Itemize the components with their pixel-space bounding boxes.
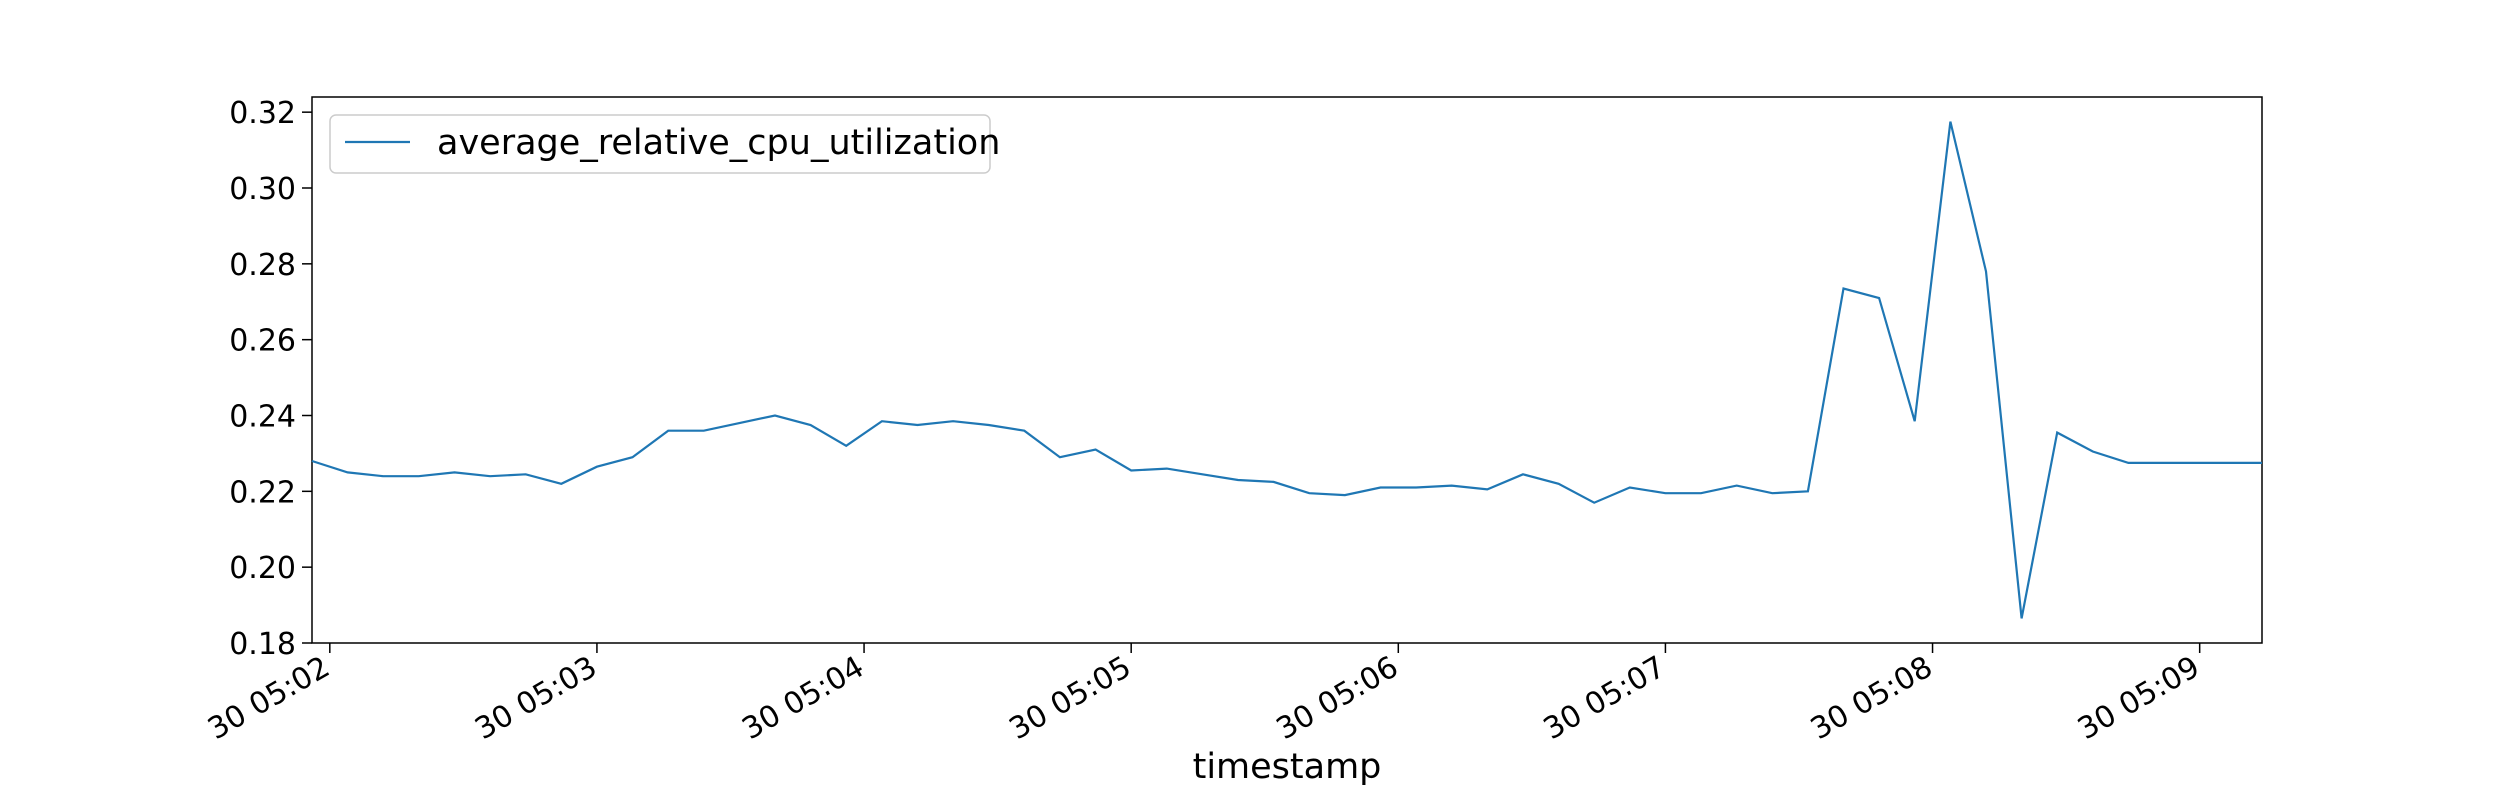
legend: average_relative_cpu_utilization	[329, 114, 1000, 174]
y-tick-label: 0.24	[229, 400, 296, 435]
y-tick-label: 0.26	[229, 324, 296, 359]
legend-box	[329, 114, 991, 174]
legend-label: average_relative_cpu_utilization	[437, 123, 1000, 163]
x-tick-label: 30 05:05	[1003, 650, 1137, 747]
series-line	[311, 121, 2262, 619]
x-tick-label: 30 05:08	[1805, 650, 1939, 747]
y-axis: 0.18 0.20 0.22 0.24 0.26 0.28 0.30 0.32	[229, 96, 312, 662]
plot-frame	[311, 96, 2263, 644]
y-tick-label: 0.20	[229, 551, 296, 586]
x-tick-label: 30 05:06	[1271, 650, 1405, 747]
y-tick-label: 0.22	[229, 475, 296, 510]
x-tick-label: 30 05:04	[736, 650, 870, 747]
x-tick-label: 30 05:09	[2072, 650, 2206, 747]
y-tick-label: 0.18	[229, 627, 296, 662]
x-tick-label: 30 05:02	[202, 650, 336, 747]
x-axis-title: timestamp	[1193, 747, 1382, 787]
x-tick-label: 30 05:03	[469, 650, 603, 747]
y-tick-label: 0.28	[229, 248, 296, 283]
y-tick-label: 0.30	[229, 172, 296, 207]
x-axis: 30 05:02 30 05:03 30 05:04 30 05:05 30 05:06…	[202, 643, 2206, 747]
x-tick-label: 30 05:07	[1538, 650, 1672, 747]
y-tick-label: 0.32	[229, 96, 296, 131]
